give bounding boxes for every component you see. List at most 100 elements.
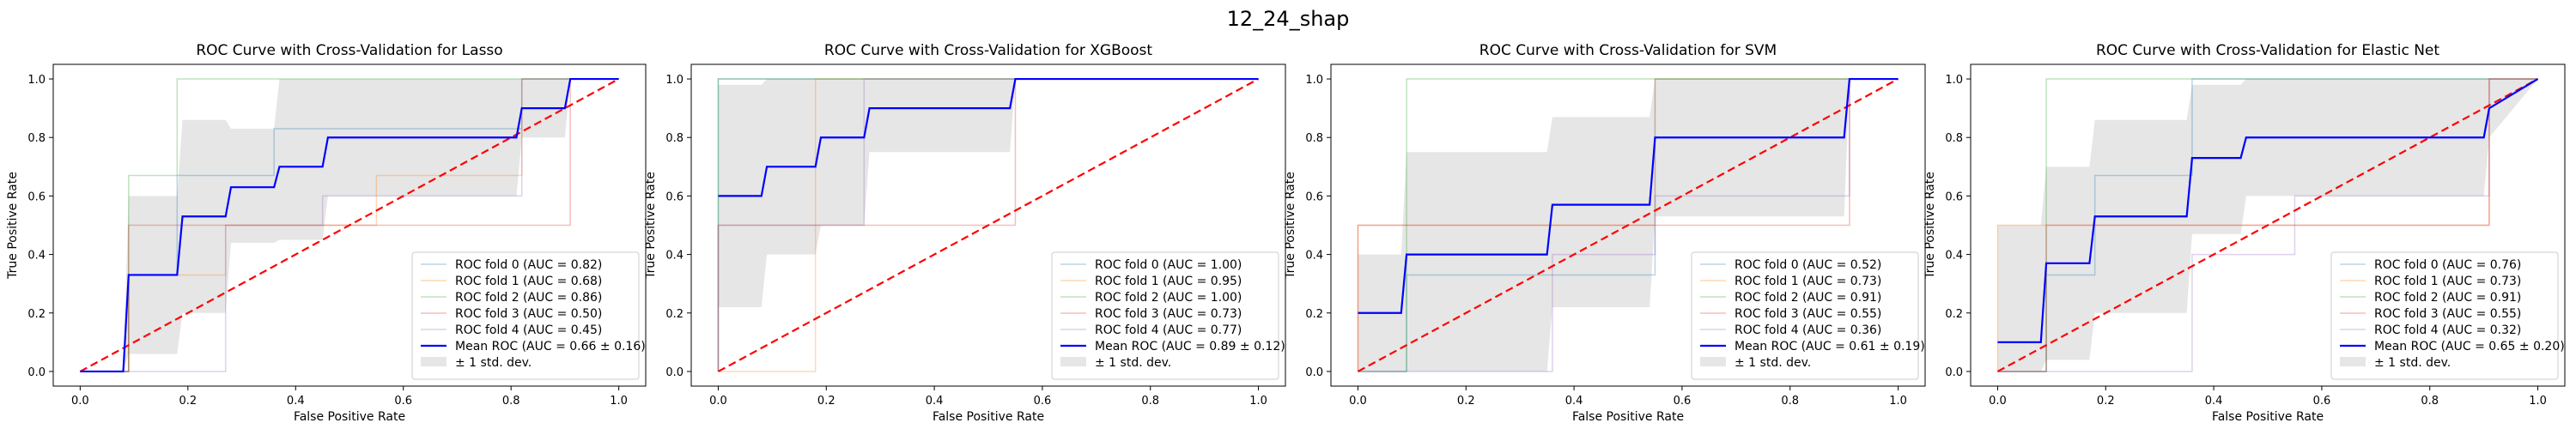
x-tick-label: 0.8 [502, 395, 520, 408]
y-tick-label: 0.0 [665, 366, 683, 379]
legend-entry-label: ± 1 std. dev. [455, 356, 532, 370]
legend-entry-label: ROC fold 2 (AUC = 0.91) [1735, 291, 1881, 305]
x-axis-label: False Positive Rate [1572, 410, 1684, 424]
roc-fold-1-line [80, 78, 619, 372]
x-tick-label: 0.4 [287, 395, 305, 408]
mean-roc-line [718, 77, 1259, 197]
mean-roc-line [1358, 77, 1899, 314]
y-tick-label: 0.2 [1945, 308, 1963, 321]
roc-fold-0-line [80, 78, 619, 372]
legend-entry-label: ROC fold 0 (AUC = 1.00) [1095, 258, 1242, 272]
y-axis-label: True Positive Rate [1923, 172, 1937, 280]
legend-box [411, 251, 640, 380]
axes-frame [52, 63, 647, 387]
legend-entry-label: ROC fold 3 (AUC = 0.55) [1735, 307, 1881, 321]
plot-area [79, 77, 620, 373]
x-tick-label: 0.0 [1349, 395, 1367, 408]
chance-line [717, 78, 1260, 372]
roc-fold-0-line [1358, 78, 1899, 372]
legend-entry-label: ROC fold 1 (AUC = 0.73) [1735, 275, 1881, 288]
legend-entry-label: ROC fold 1 (AUC = 0.73) [2374, 275, 2521, 288]
roc-fold-4-line [80, 78, 619, 372]
y-tick-label: 0.0 [1945, 366, 1963, 379]
y-tick-label: 0.2 [665, 308, 683, 321]
legend-entry-label: ROC fold 2 (AUC = 0.91) [2374, 291, 2521, 305]
legend-entry-label: ROC fold 4 (AUC = 0.36) [1735, 323, 1881, 337]
y-axis-label: True Positive Rate [6, 172, 20, 280]
x-tick-label: 0.4 [1565, 395, 1583, 408]
panel-title: ROC Curve with Cross-Validation for Elas… [2096, 42, 2439, 59]
mean-roc-line [80, 77, 619, 373]
roc-panel-2: 0.0 0.2 0.4 0.6 0.8 1.0 0.0 0.2 0.4 0.6 0.8 1.0 ROC … [1284, 42, 1926, 424]
roc-panel-0: 0.0 0.2 0.4 0.6 0.8 1.0 0.0 0.2 0.4 0.6 0.8 1.0 ROC … [6, 42, 647, 424]
axes-frame [1970, 63, 2566, 387]
legend-entry-label: ROC fold 2 (AUC = 0.86) [455, 291, 602, 305]
x-tick-label: 0.6 [1034, 395, 1052, 408]
plot-area [1357, 77, 1899, 372]
roc-fold-4-line [717, 78, 1259, 372]
legend: ROC fold 0 (AUC = 1.00) ROC fold 1 (AUC =… [1051, 251, 1285, 380]
legend-entry-label: ± 1 std. dev. [2374, 356, 2451, 370]
legend-entry-label: Mean ROC (AUC = 0.61 ± 0.19) [1735, 340, 1925, 353]
y-tick-label: 0.8 [27, 132, 46, 145]
legend-entry-label: ROC fold 4 (AUC = 0.45) [455, 323, 602, 337]
x-tick-label: 0.6 [1674, 395, 1692, 408]
x-axis-label: False Positive Rate [294, 410, 405, 424]
y-tick-label: 0.6 [665, 190, 683, 203]
panel-title: ROC Curve with Cross-Validation for XGBo… [824, 42, 1153, 59]
x-tick-label: 0.4 [2205, 395, 2223, 408]
y-tick-label: 0.6 [1305, 190, 1323, 203]
chance-line [1996, 78, 2539, 372]
y-tick-label: 0.8 [665, 132, 683, 145]
roc-fold-2-line [1358, 78, 1899, 372]
y-tick-label: 1.0 [665, 74, 683, 87]
roc-panel-3: 0.0 0.2 0.4 0.6 0.8 1.0 0.0 0.2 0.4 0.6 0.8 1.0 ROC … [1923, 42, 2566, 424]
y-tick-label: 1.0 [1305, 74, 1323, 87]
x-tick-label: 0.2 [2097, 395, 2115, 408]
y-tick-label: 0.4 [1305, 250, 1323, 263]
legend-entry-label: ROC fold 0 (AUC = 0.76) [2374, 258, 2521, 272]
legend-entry-label: ROC fold 1 (AUC = 0.95) [1095, 275, 1242, 288]
legend-entry-label: Mean ROC (AUC = 0.89 ± 0.12) [1095, 340, 1285, 353]
x-tick-label: 0.2 [1457, 395, 1475, 408]
legend-entry-label: ROC fold 3 (AUC = 0.50) [455, 307, 602, 321]
legend-entry-label: ROC fold 3 (AUC = 0.55) [2374, 307, 2521, 321]
x-tick-label: 0.8 [1781, 395, 1799, 408]
x-tick-label: 0.8 [2421, 395, 2439, 408]
x-tick-label: 0.4 [926, 395, 944, 408]
legend: ROC fold 0 (AUC = 0.52) ROC fold 1 (AUC =… [1691, 251, 1925, 380]
legend-entry-label: ROC fold 4 (AUC = 0.77) [1095, 323, 1242, 337]
roc-fold-0-line [1997, 78, 2538, 372]
y-axis-label: True Positive Rate [644, 172, 658, 280]
chance-line [79, 78, 620, 372]
y-tick-label: 0.8 [1305, 132, 1323, 145]
roc-fold-1-line [1996, 78, 2538, 372]
legend-box [1051, 251, 1279, 380]
y-tick-label: 0.2 [1305, 308, 1323, 321]
legend-entry-label: ROC fold 4 (AUC = 0.32) [2374, 323, 2521, 337]
legend-entry-label: ROC fold 3 (AUC = 0.73) [1095, 307, 1242, 321]
plot-area [717, 77, 1260, 372]
x-tick-label: 1.0 [1249, 395, 1267, 408]
y-tick-label: 1.0 [27, 74, 46, 87]
panel-title: ROC Curve with Cross-Validation for SVM [1479, 42, 1777, 59]
legend-entry-label: ± 1 std. dev. [1735, 356, 1811, 370]
legend-entry-label: Mean ROC (AUC = 0.66 ± 0.16) [455, 340, 646, 353]
y-tick-label: 0.4 [1945, 250, 1963, 263]
roc-fold-3-line [1997, 78, 2538, 372]
x-tick-label: 1.0 [610, 395, 628, 408]
legend: ROC fold 0 (AUC = 0.76) ROC fold 1 (AUC =… [2330, 251, 2565, 380]
legend-swatch-band [2340, 357, 2366, 366]
y-tick-label: 0.6 [1945, 190, 1963, 203]
x-tick-label: 0.0 [709, 395, 727, 408]
panel-title: ROC Curve with Cross-Validation for Lass… [196, 42, 502, 59]
y-axis-label: True Positive Rate [1284, 172, 1297, 280]
x-tick-label: 0.8 [1141, 395, 1159, 408]
y-tick-label: 1.0 [1945, 74, 1963, 87]
x-tick-label: 0.2 [817, 395, 835, 408]
legend-entry-label: ± 1 std. dev. [1095, 356, 1171, 370]
roc-fold-1-line [1357, 78, 1899, 372]
axes-frame [690, 63, 1286, 387]
y-tick-label: 0.0 [1305, 366, 1323, 379]
